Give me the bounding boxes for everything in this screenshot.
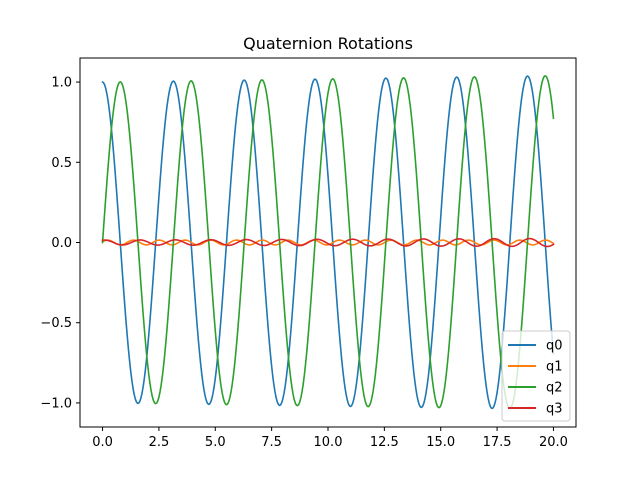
x-tick-label: 5.0	[205, 435, 226, 450]
y-tick-label: −1.0	[40, 396, 72, 411]
chart-title: Quaternion Rotations	[243, 34, 413, 53]
x-tick-label: 10.0	[314, 435, 343, 450]
series-line-q2	[101, 75, 555, 410]
series-line-q0	[101, 75, 555, 410]
y-tick-label: −0.5	[40, 316, 72, 331]
x-axis: 0.0 2.5 5.0 7.5 10.0 12.5 15.0 17.5 20.0	[92, 427, 568, 450]
plot-lines	[101, 75, 555, 410]
x-tick-label: 20.0	[539, 435, 568, 450]
x-tick-label: 17.5	[483, 435, 512, 450]
y-tick-label: 0.5	[51, 156, 72, 171]
legend-label-q3: q3	[546, 402, 563, 417]
x-tick-label: 2.5	[149, 435, 170, 450]
series-line-q3	[101, 237, 555, 248]
x-tick-label: 7.5	[261, 435, 282, 450]
legend-box	[501, 330, 571, 422]
series-line-q1	[101, 239, 555, 246]
y-tick-label: 1.0	[51, 76, 72, 91]
legend: q0 q1 q2 q3	[501, 330, 571, 422]
legend-label-q0: q0	[546, 339, 563, 354]
legend-label-q1: q1	[546, 360, 563, 375]
y-axis: −1.0 −0.5 0.0 0.5 1.0	[40, 76, 80, 411]
x-tick-label: 0.0	[92, 435, 113, 450]
legend-label-q2: q2	[546, 381, 563, 396]
x-tick-label: 12.5	[370, 435, 399, 450]
y-tick-label: 0.0	[51, 236, 72, 251]
x-tick-label: 15.0	[426, 435, 455, 450]
